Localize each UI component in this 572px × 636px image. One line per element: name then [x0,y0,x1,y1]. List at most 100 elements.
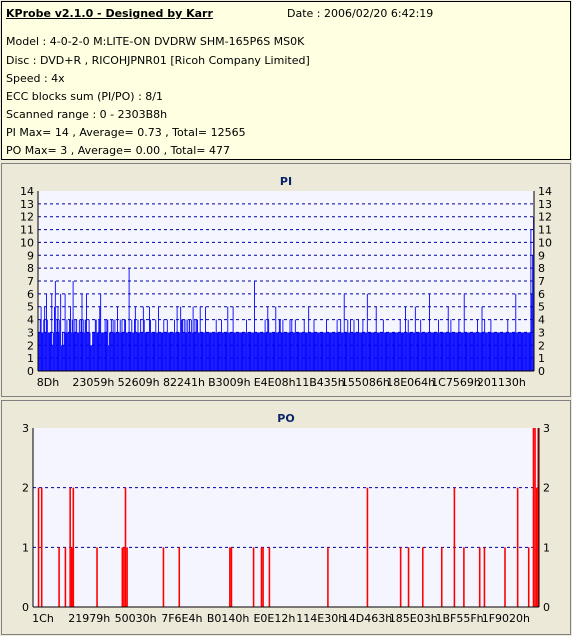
bar [92,332,94,371]
bar [40,487,43,607]
bar [283,332,285,371]
bar [179,332,181,371]
bar [269,332,270,371]
bar [302,332,304,371]
bar [123,332,125,371]
bar [97,332,99,371]
bar [64,293,66,371]
bar [87,332,89,371]
bar [472,332,474,371]
pi-stats-line: PI Max= 14 , Average= 0.73 , Total= 1256… [6,126,246,139]
bar [405,306,406,371]
bar [334,332,336,371]
bar [406,332,408,371]
bar [242,332,244,371]
bar [432,332,434,371]
bar [46,293,47,371]
bar [206,332,207,371]
bar [400,332,402,371]
bar [39,319,41,371]
bar [435,332,437,371]
bar [176,306,178,371]
bar [209,332,211,371]
bar [85,319,86,371]
x-tick-label: 1BF55Fh [435,612,483,625]
bar [217,332,219,371]
bar [464,332,466,371]
bar [259,332,261,371]
bar [272,332,274,371]
bar [221,319,222,371]
bar [89,332,91,371]
bar [232,306,234,371]
bar [150,332,152,371]
bar [371,332,373,371]
bar [206,332,208,371]
bar [377,332,379,371]
bar [252,547,255,607]
bar [197,319,198,371]
bar [99,306,101,371]
bar [465,332,467,371]
bar [518,332,519,371]
bar [116,332,118,371]
bar [57,306,59,371]
bar [199,306,201,371]
bar [231,332,233,371]
bar [448,332,450,371]
bar [83,319,85,371]
bar [394,332,396,371]
bar [303,319,305,371]
bar [503,332,505,371]
bar [290,332,292,371]
bar [434,332,436,371]
bar [125,319,126,371]
bar [105,332,107,371]
bar [445,332,446,371]
bar [516,332,518,371]
bar [404,332,406,371]
bar [202,332,204,371]
bar [454,332,456,371]
bar [424,332,426,371]
bar [66,319,68,371]
bar [280,332,282,371]
bar [497,332,499,371]
bar [167,332,169,371]
bar [338,332,340,371]
bar [372,332,374,371]
bar [55,332,57,371]
bar [78,319,80,371]
bar [512,332,514,371]
bar [482,332,484,371]
bar [535,487,538,607]
x-tick-label: 1C7569h [431,376,481,389]
bar [277,332,278,371]
bar [318,332,320,371]
x-tick-label: B3009h [208,376,251,389]
bar [58,332,60,371]
bar [47,332,49,371]
bar [170,332,172,371]
bar [52,345,54,371]
bar [317,332,318,371]
bar [91,345,93,371]
bar [459,332,461,371]
bar [453,487,456,607]
bar [373,332,374,371]
y-tick-label-left: 13 [20,198,34,211]
bar [493,332,494,371]
bar [462,332,463,371]
bar [306,332,308,371]
bar [98,319,100,371]
bar [422,332,423,371]
bar [154,332,156,371]
bar [117,306,118,371]
bar [124,487,127,607]
bar [102,332,104,371]
bar [470,332,471,371]
bar [374,332,375,371]
bar [444,332,446,371]
bar [241,332,243,371]
bar [96,547,98,607]
